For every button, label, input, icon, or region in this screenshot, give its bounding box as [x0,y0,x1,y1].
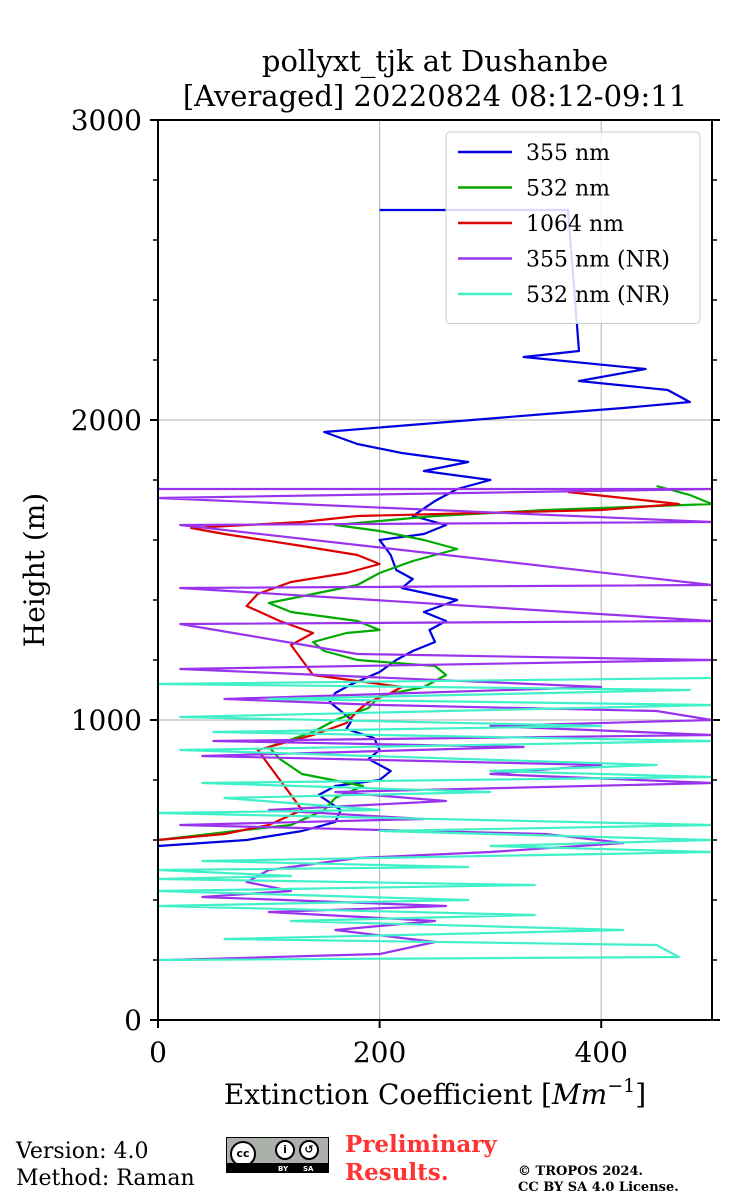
chart-title-line1: pollyxt_tjk at Dushanbe [262,44,608,79]
x-axis-label-unit: Mm [551,1078,607,1111]
extinction-profile-chart: pollyxt_tjk at Dushanbe [Averaged] 20220… [18,44,720,1111]
preliminary-line2: Results. [345,1159,449,1186]
series-line-0 [158,208,691,848]
y-tick-label: 1000 [71,704,142,737]
y-tick-label: 3000 [71,104,142,137]
plot-area [158,208,712,962]
series-line-4 [158,676,712,962]
series-line-1 [158,484,712,842]
x-axis-label-exponent: −1 [607,1075,635,1097]
legend: 355 nm 532 nm 1064 nm 355 nm (NR) 532 nm (NR… [445,131,701,324]
series-line-2 [158,490,680,842]
copyright-note: © TROPOS 2024. CC BY SA 4.0 License. [518,1164,679,1196]
cc-license-badge: cc i ↺ BY SA [226,1137,329,1173]
method-text: Method: Raman [16,1166,195,1191]
y-axis-label: Height (m) [18,493,51,647]
series-line-3 [158,487,712,962]
legend-label: 1064 nm [526,212,624,237]
legend-label: 532 nm (NR) [526,283,670,308]
badge-sa-label: SA [303,1165,314,1173]
copyright-line1: © TROPOS 2024. [518,1164,644,1179]
plot-frame [157,119,713,1021]
x-axis-label-prefix: Extinction Coefficient [ [224,1078,552,1111]
footer-info: Version: 4.0 Method: Raman [16,1138,195,1192]
version-text: Version: 4.0 [16,1139,149,1164]
x-axis-label-suffix: ] [635,1078,646,1111]
preliminary-line1: Preliminary [345,1131,497,1158]
badge-bar [227,1163,328,1172]
badge-by-label: BY [278,1165,289,1173]
y-tick-label: 2000 [71,404,142,437]
chart-title-line2: [Averaged] 20220824 08:12-09:11 [183,79,687,113]
y-tick-label: 0 [124,1004,142,1037]
by-icon: i [275,1140,295,1160]
preliminary-note: Preliminary Results. [345,1131,497,1187]
x-tick-label: 200 [353,1036,406,1069]
legend-box [445,131,701,324]
cc-icon: cc [230,1141,256,1167]
x-axis-label: Extinction Coefficient [Mm−1] [224,1075,646,1111]
axis-ticks: 0 200 400 0 1000 2000 3000 [71,104,720,1069]
legend-label: 355 nm (NR) [526,248,670,273]
copyright-line2: CC BY SA 4.0 License. [518,1180,679,1195]
legend-label: 355 nm [526,141,610,166]
sa-icon: ↺ [299,1140,319,1160]
x-tick-label: 400 [574,1036,627,1069]
legend-label: 532 nm [526,177,610,202]
x-tick-label: 0 [149,1036,167,1069]
